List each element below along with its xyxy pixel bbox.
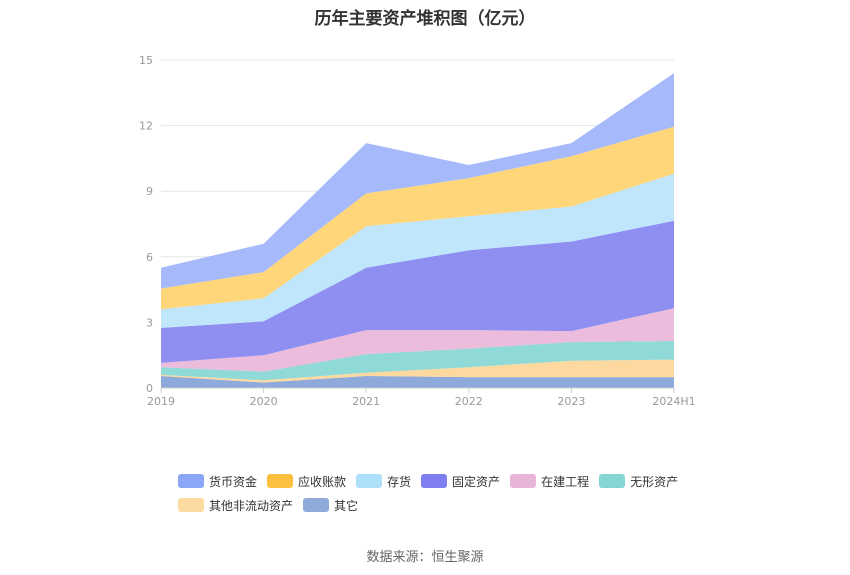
legend-swatch [178,498,204,512]
x-tick-label: 2021 [352,395,380,408]
area-series-2 [161,341,674,381]
legend-swatch [178,474,204,488]
axes: 0 3 6 9 12 15 2019 2020 2021 2022 2023 2024H1 [139,54,696,408]
y-tick-label: 12 [139,120,153,133]
legend-label: 货币资金 [209,474,258,489]
data-source: 数据来源：恒生聚源 [366,550,484,565]
area-series-5 [161,173,674,328]
y-tick-label: 3 [146,316,153,329]
x-tick-label: 2020 [250,395,278,408]
legend-label: 存货 [387,474,412,489]
area-series-group [161,73,674,388]
legend-label: 其他非流动资产 [209,498,294,513]
legend-label: 其它 [334,498,359,513]
area-series-1 [161,359,674,383]
legend-swatch [510,474,537,488]
area-series-6 [161,126,674,310]
legend-item[interactable]: 无形资产 [599,472,678,490]
y-tick-label: 0 [146,382,153,395]
x-tick-label: 2024H1 [652,395,695,408]
legend-item[interactable]: 固定资产 [421,472,500,490]
x-tick-label: 2019 [147,395,175,408]
legend-label: 应收账款 [298,474,347,489]
legend-label: 固定资产 [452,474,501,489]
y-tick-label: 9 [146,185,153,198]
legend-item[interactable]: 应收账款 [267,472,346,490]
y-tick-label: 15 [139,54,153,67]
area-series-4 [161,220,674,363]
legend: 货币资金 应收账款 存货 固定资产 在建工程 无形资产其他非流动资产 其它 [178,472,698,520]
x-tick-label: 2022 [455,395,483,408]
legend-label: 无形资产 [630,474,679,489]
legend-item[interactable]: 货币资金 [178,472,257,490]
area-series-7 [161,73,674,289]
legend-item[interactable]: 其他非流动资产 [178,496,293,514]
x-tick-label: 2023 [557,395,585,408]
chart-title: 历年主要资产堆积图（亿元） [314,9,536,29]
legend-item[interactable]: 在建工程 [510,472,589,490]
legend-label: 在建工程 [541,474,590,489]
legend-swatch [267,474,294,488]
legend-swatch [599,474,626,488]
area-series-0 [161,376,674,388]
area-series-3 [161,308,674,372]
legend-item[interactable]: 其它 [303,496,358,514]
legend-swatch [303,498,330,512]
y-tick-label: 6 [146,251,153,264]
legend-swatch [356,474,383,488]
legend-item[interactable]: 存货 [356,472,411,490]
legend-swatch [421,474,448,488]
